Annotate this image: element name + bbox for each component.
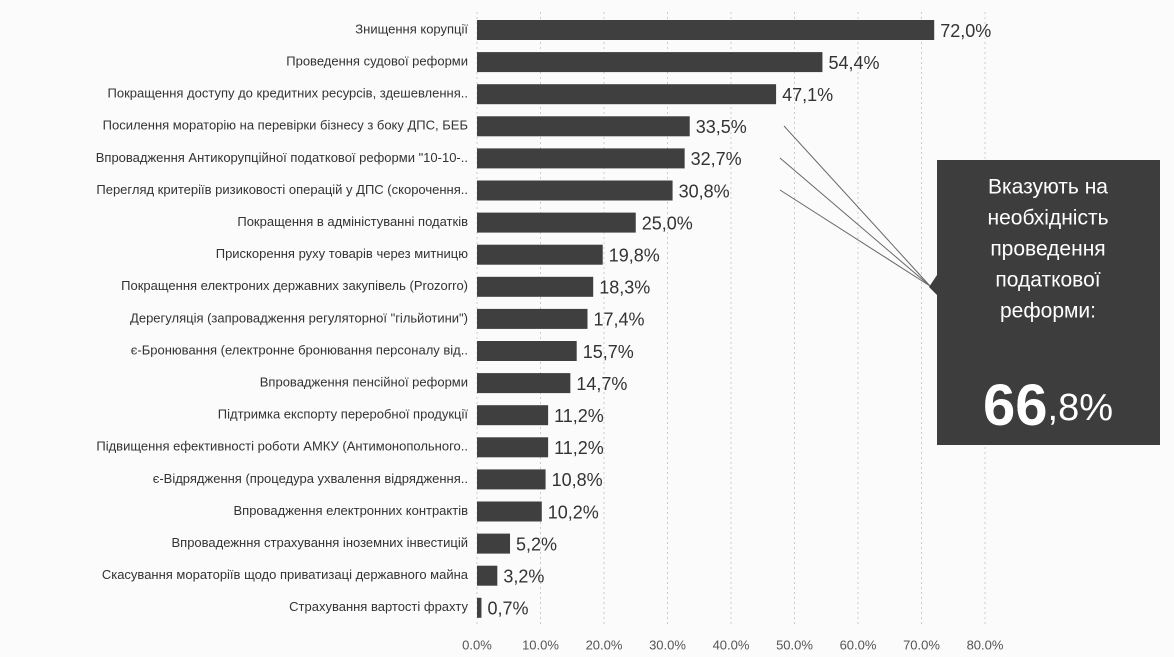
category-label: Підвищення ефективності роботи АМКУ (Ант… [96, 439, 468, 454]
callout-value: 66,8% [983, 373, 1113, 438]
bar [477, 148, 685, 169]
value-label: 5,2% [516, 534, 557, 554]
bar [477, 565, 498, 586]
category-label: Страхування вартості фрахту [289, 599, 468, 614]
bar [477, 116, 690, 137]
leader-line [779, 189, 931, 287]
value-label: 54,4% [828, 53, 879, 73]
value-label: 11,2% [554, 438, 604, 458]
x-tick-label: 20.0% [586, 637, 623, 652]
x-tick-label: 0.0% [462, 637, 492, 652]
value-label: 15,7% [583, 342, 634, 362]
category-label: Підтримка експорту переробної продукції [218, 407, 469, 422]
bar [477, 437, 549, 458]
category-label: Покращення доступу до кредитних ресурсів… [108, 86, 468, 101]
value-label: 0,7% [487, 599, 528, 619]
bar [477, 308, 588, 329]
bar [477, 84, 777, 105]
callout-text: податкової [995, 269, 1100, 292]
value-label: 30,8% [679, 181, 730, 201]
bar [477, 180, 673, 201]
value-label: 33,5% [696, 117, 747, 137]
category-label: Впровадження пенсійної реформи [260, 375, 468, 390]
value-label: 18,3% [599, 278, 650, 298]
value-label: 10,2% [548, 502, 599, 522]
callout-value-int: 66 [983, 373, 1048, 438]
x-tick-label: 40.0% [713, 637, 750, 652]
value-label: 19,8% [609, 245, 660, 265]
category-label: Скасування мораторіїв щодо приватизаці д… [102, 567, 469, 582]
bar [477, 212, 636, 233]
value-label: 25,0% [642, 213, 693, 233]
callout-text: Вказують на [988, 176, 1108, 199]
value-label: 72,0% [940, 21, 991, 41]
category-label: Покращення в адміністуванні податків [237, 214, 468, 229]
callout-box [937, 160, 1160, 445]
category-label: Прискорення руху товарів через митницю [216, 246, 469, 261]
callout-text: необхідність [987, 207, 1108, 230]
callout-text: проведення [990, 238, 1105, 261]
category-label: Перегляд критеріїв ризиковості операцій … [96, 182, 468, 197]
callout-pointer [929, 275, 937, 295]
category-label: Проведення судової реформи [286, 54, 468, 69]
x-tick-label: 10.0% [522, 637, 559, 652]
bar [477, 469, 546, 490]
value-label: 11,2% [554, 406, 604, 426]
bar [477, 52, 823, 73]
bar [477, 276, 594, 297]
x-tick-label: 80.0% [967, 637, 1004, 652]
bar [477, 244, 603, 265]
value-label: 3,2% [503, 566, 544, 586]
x-tick-label: 60.0% [840, 637, 877, 652]
bar [477, 405, 549, 426]
category-label: Посилення мораторію на перевірки бізнесу… [103, 118, 468, 133]
value-label: 32,7% [691, 149, 742, 169]
x-tick-label: 30.0% [649, 637, 686, 652]
bar [477, 533, 511, 554]
value-label: 10,8% [552, 470, 603, 490]
category-label: Впровадження електронних контрактів [233, 503, 468, 518]
bar [477, 501, 542, 522]
callout-text: реформи: [1000, 300, 1096, 323]
leader-line [783, 125, 931, 287]
value-label: 17,4% [593, 310, 644, 330]
bar [477, 597, 482, 618]
category-label: є-Відрядження (процедура ухвалення відря… [153, 471, 468, 486]
x-tick-label: 50.0% [776, 637, 813, 652]
category-label: Дерегуляція (запровадження регуляторної … [130, 310, 468, 325]
leader-line [779, 157, 931, 287]
x-tick-label: 70.0% [903, 637, 940, 652]
bar [477, 20, 935, 40]
value-label: 47,1% [782, 85, 833, 105]
category-label: Впровадежння страхування іноземних інвес… [171, 535, 468, 550]
category-label: є-Бронювання (електронне бронювання перс… [131, 342, 468, 357]
category-label: Впровадження Антикорупційної податкової … [96, 150, 468, 165]
bar [477, 341, 577, 361]
bar [477, 373, 571, 394]
category-label: Покращення електроних державних закупіве… [121, 278, 468, 293]
category-label: Знищення корупції [355, 21, 468, 36]
callout-value-dec: ,8% [1048, 387, 1113, 429]
value-label: 14,7% [576, 374, 627, 394]
